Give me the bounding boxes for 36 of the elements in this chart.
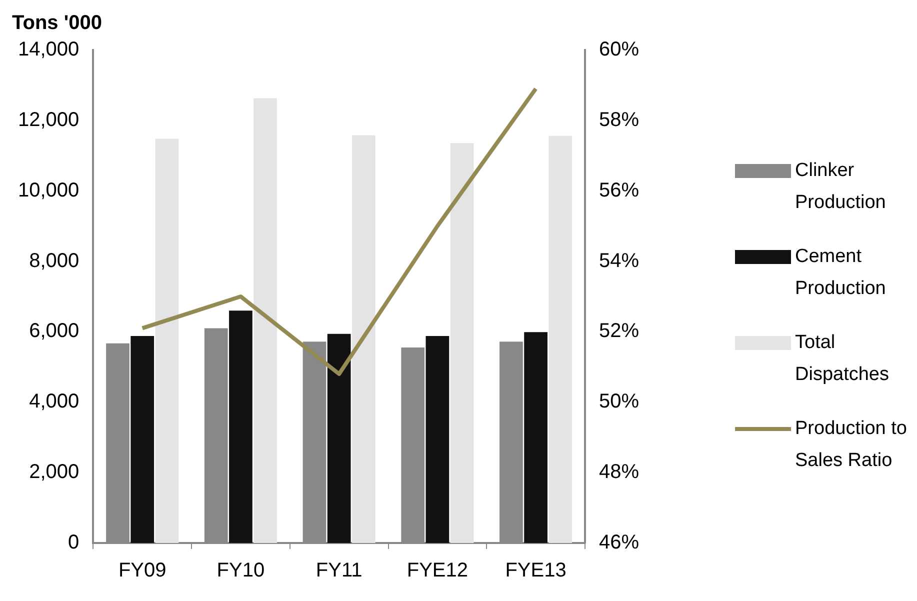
y2-tick-label: 50% bbox=[598, 390, 640, 413]
bar bbox=[450, 142, 474, 543]
y2-tick-label: 46% bbox=[598, 532, 640, 554]
legend-label: Cement Production bbox=[795, 245, 887, 301]
x-tick-label: FYE13 bbox=[505, 560, 566, 582]
y2-tick-label: 60% bbox=[598, 38, 640, 61]
y-tick-label: 14,000 bbox=[18, 38, 80, 61]
y2-tick-label: 48% bbox=[598, 461, 640, 484]
bar bbox=[548, 136, 572, 543]
legend-label: Clinker Production bbox=[795, 159, 887, 215]
x-tick-label: FY10 bbox=[216, 560, 265, 582]
bar bbox=[426, 336, 450, 543]
y-tick-label: 12,000 bbox=[18, 108, 80, 131]
bar bbox=[254, 98, 277, 543]
y-tick-label: 6,000 bbox=[29, 320, 80, 342]
y-tick-label: 8,000 bbox=[29, 250, 80, 272]
y-axis-title: Tons '000 bbox=[12, 12, 102, 35]
bar bbox=[524, 332, 548, 543]
bar bbox=[130, 336, 154, 543]
bar bbox=[352, 135, 376, 543]
x-tick-label: FYE12 bbox=[406, 560, 468, 582]
y-tick-label: 4,000 bbox=[29, 390, 80, 413]
y-tick-label: 10,000 bbox=[18, 179, 80, 202]
bar bbox=[155, 138, 179, 543]
y-tick-label: 0 bbox=[68, 532, 80, 554]
bar bbox=[229, 310, 252, 543]
legend-label: Production to Sales Ratio bbox=[795, 417, 908, 473]
legend-label: Total Dispatches bbox=[795, 331, 890, 387]
y-tick-label: 2,000 bbox=[29, 461, 80, 484]
y2-tick-label: 58% bbox=[598, 108, 640, 131]
y2-tick-label: 52% bbox=[598, 320, 640, 342]
y2-tick-label: 56% bbox=[598, 179, 640, 202]
y2-tick-label: 54% bbox=[598, 250, 640, 272]
x-tick-label: FY09 bbox=[118, 560, 166, 582]
x-tick-label: FY11 bbox=[316, 560, 362, 582]
bar bbox=[327, 334, 351, 543]
